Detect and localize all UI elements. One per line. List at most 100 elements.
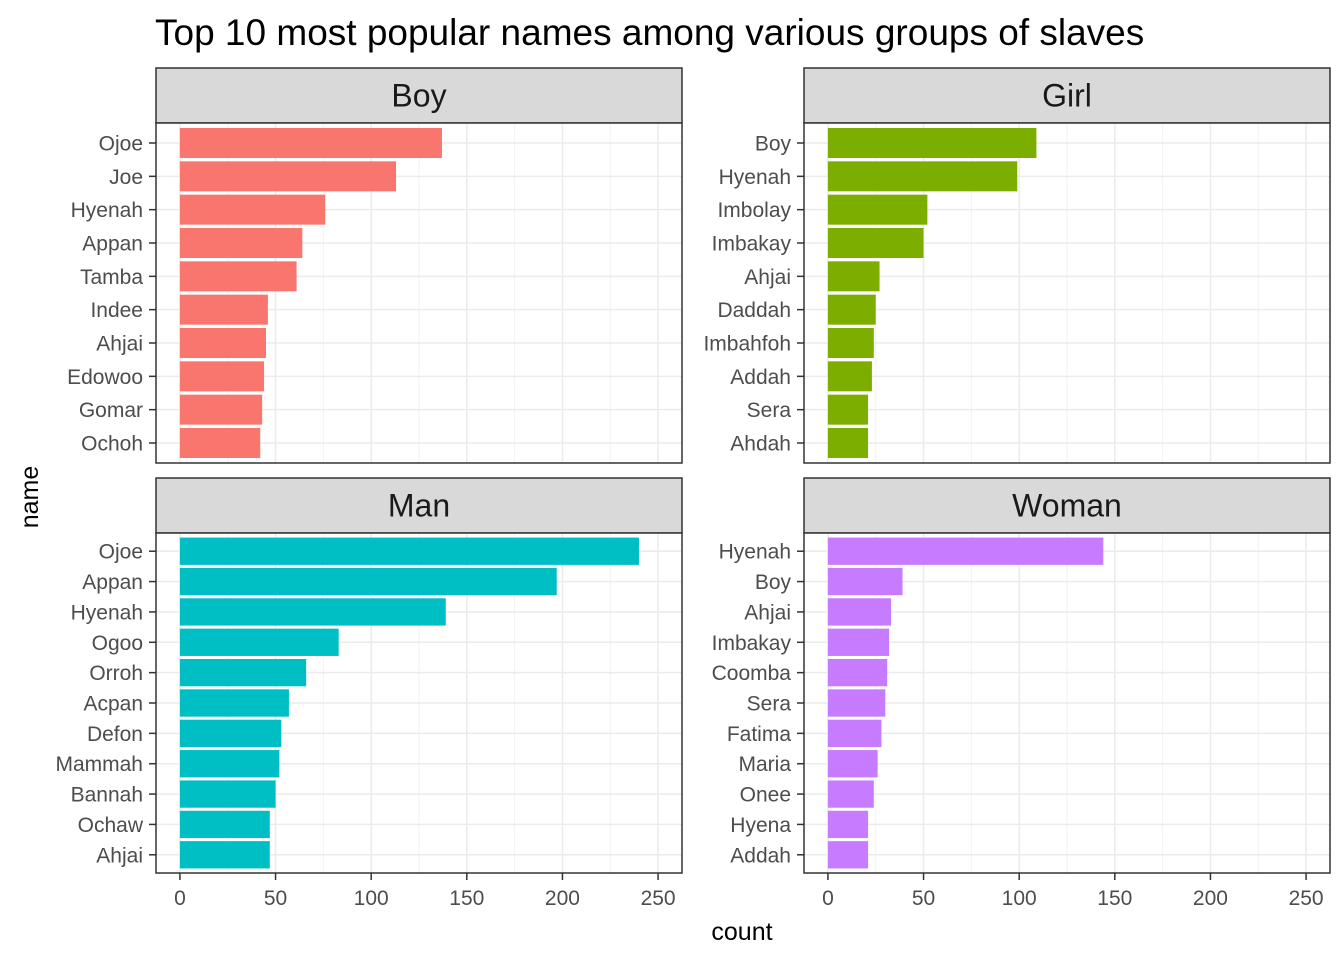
facet-strip-label: Woman xyxy=(1012,488,1122,524)
y-tick-label: Ojoe xyxy=(99,541,143,564)
facet-woman: Woman Hyenah Boy Ahjai Imbakay Coomba Sera Fati… xyxy=(712,477,1331,910)
y-tick-label: Defon xyxy=(87,723,143,746)
y-tick-label: Gomar xyxy=(79,399,143,422)
y-tick-label: Ahjai xyxy=(744,266,791,289)
y-tick-label: Hyenah xyxy=(719,166,791,189)
y-tick-label: Ahdah xyxy=(730,433,791,456)
bar-tamba xyxy=(179,261,297,292)
bar-mammah xyxy=(179,750,280,778)
facet-strip-label: Boy xyxy=(391,78,446,114)
y-tick-label: Mammah xyxy=(55,753,143,776)
x-tick-label: 200 xyxy=(1193,887,1228,910)
y-tick-label: Acpan xyxy=(83,693,143,716)
y-tick-label: Indee xyxy=(90,299,143,322)
bar-ahjai xyxy=(827,598,892,626)
y-tick-label: Joe xyxy=(109,166,143,189)
bar-appan xyxy=(179,228,303,258)
bar-ochaw xyxy=(179,810,270,839)
y-tick-label: Boy xyxy=(755,571,792,594)
bar-ahdah xyxy=(827,428,869,458)
bar-bannah xyxy=(179,780,276,808)
y-tick-label: Orroh xyxy=(89,662,143,685)
y-tick-label: Onee xyxy=(740,784,791,807)
bar-ahjai xyxy=(179,841,270,869)
bar-addah xyxy=(827,841,869,869)
x-tick-label: 100 xyxy=(354,887,389,910)
bar-appan xyxy=(179,567,557,596)
bar-defon xyxy=(179,719,282,748)
y-tick-label: Hyenah xyxy=(719,541,791,564)
bar-imbolay xyxy=(827,194,928,225)
bar-ogoo xyxy=(179,628,339,656)
bar-boy xyxy=(827,128,1037,158)
y-tick-label: Ogoo xyxy=(92,632,143,655)
bar-addah xyxy=(827,361,872,392)
bar-onee xyxy=(827,780,874,808)
y-tick-label: Addah xyxy=(730,844,791,867)
y-tick-label: Coomba xyxy=(712,662,792,685)
y-tick-label: Hyenah xyxy=(71,199,143,222)
x-tick-label: 250 xyxy=(1289,887,1324,910)
y-tick-label: Ahjai xyxy=(96,333,143,356)
y-tick-label: Hyenah xyxy=(71,601,143,624)
bar-maria xyxy=(827,750,878,778)
x-tick-label: 0 xyxy=(822,887,834,910)
y-tick-label: Addah xyxy=(730,366,791,389)
bar-indee xyxy=(179,294,268,325)
bar-coomba xyxy=(827,658,888,687)
facet-girl: Girl Boy Hyenah Imbolay Imbakay Ahjai Daddah Im… xyxy=(703,67,1331,464)
bar-gomar xyxy=(179,394,263,425)
bar-joe xyxy=(179,161,397,192)
facet-man: Man Ojoe Appan Hyenah Ogoo Orroh Acpan Defon Mam… xyxy=(55,477,683,910)
y-tick-label: Sera xyxy=(747,399,792,422)
y-tick-label: Tamba xyxy=(80,266,143,289)
y-tick-label: Ochoh xyxy=(81,433,143,456)
bar-hyenah xyxy=(179,194,326,225)
y-tick-label: Maria xyxy=(738,753,791,776)
x-tick-label: 0 xyxy=(174,887,186,910)
bar-hyenah xyxy=(827,537,1104,565)
bar-hyenah xyxy=(827,161,1018,192)
y-tick-label: Imbakay xyxy=(712,632,792,655)
bar-edowoo xyxy=(179,361,265,392)
facet-strip-label: Man xyxy=(388,488,450,524)
x-tick-label: 50 xyxy=(264,887,287,910)
y-tick-label: Imbolay xyxy=(717,199,791,222)
y-tick-label: Appan xyxy=(82,571,143,594)
bar-imbakay xyxy=(827,228,924,258)
bar-imbakay xyxy=(827,628,890,656)
panel-border xyxy=(155,122,683,464)
bar-imbahfoh xyxy=(827,328,874,358)
y-tick-label: Ojoe xyxy=(99,133,143,156)
facet-boy: Boy Ojoe Joe Hyenah Appan Tamba Indee Ahjai Edow… xyxy=(67,67,683,464)
bar-boy xyxy=(827,567,903,596)
facet-strip-label: Girl xyxy=(1042,78,1092,114)
facet-strip xyxy=(803,477,1331,534)
y-tick-label: Fatima xyxy=(727,723,792,746)
y-tick-label: Ahjai xyxy=(744,601,791,624)
bar-ahjai xyxy=(179,328,266,358)
x-tick-label: 150 xyxy=(449,887,484,910)
bar-acpan xyxy=(179,689,289,717)
y-tick-label: Daddah xyxy=(717,299,791,322)
bar-ojoe xyxy=(179,537,639,565)
chart-title: Top 10 most popular names among various … xyxy=(155,12,1144,53)
y-tick-label: Hyena xyxy=(730,814,791,837)
bar-ojoe xyxy=(179,128,442,158)
bar-daddah xyxy=(827,294,876,325)
y-axis-title: name xyxy=(16,466,44,529)
bar-ahjai xyxy=(827,261,880,292)
x-axis-title: count xyxy=(711,918,772,946)
y-tick-label: Ochaw xyxy=(78,814,144,837)
x-tick-label: 50 xyxy=(912,887,935,910)
bar-hyena xyxy=(827,810,869,839)
y-tick-label: Imbakay xyxy=(712,233,792,256)
y-tick-label: Boy xyxy=(755,133,792,156)
facet-strip xyxy=(155,67,683,124)
panel-border xyxy=(803,122,1331,464)
x-tick-label: 250 xyxy=(641,887,676,910)
y-tick-label: Edowoo xyxy=(67,366,143,389)
bar-sera xyxy=(827,394,869,425)
y-tick-label: Appan xyxy=(82,233,143,256)
